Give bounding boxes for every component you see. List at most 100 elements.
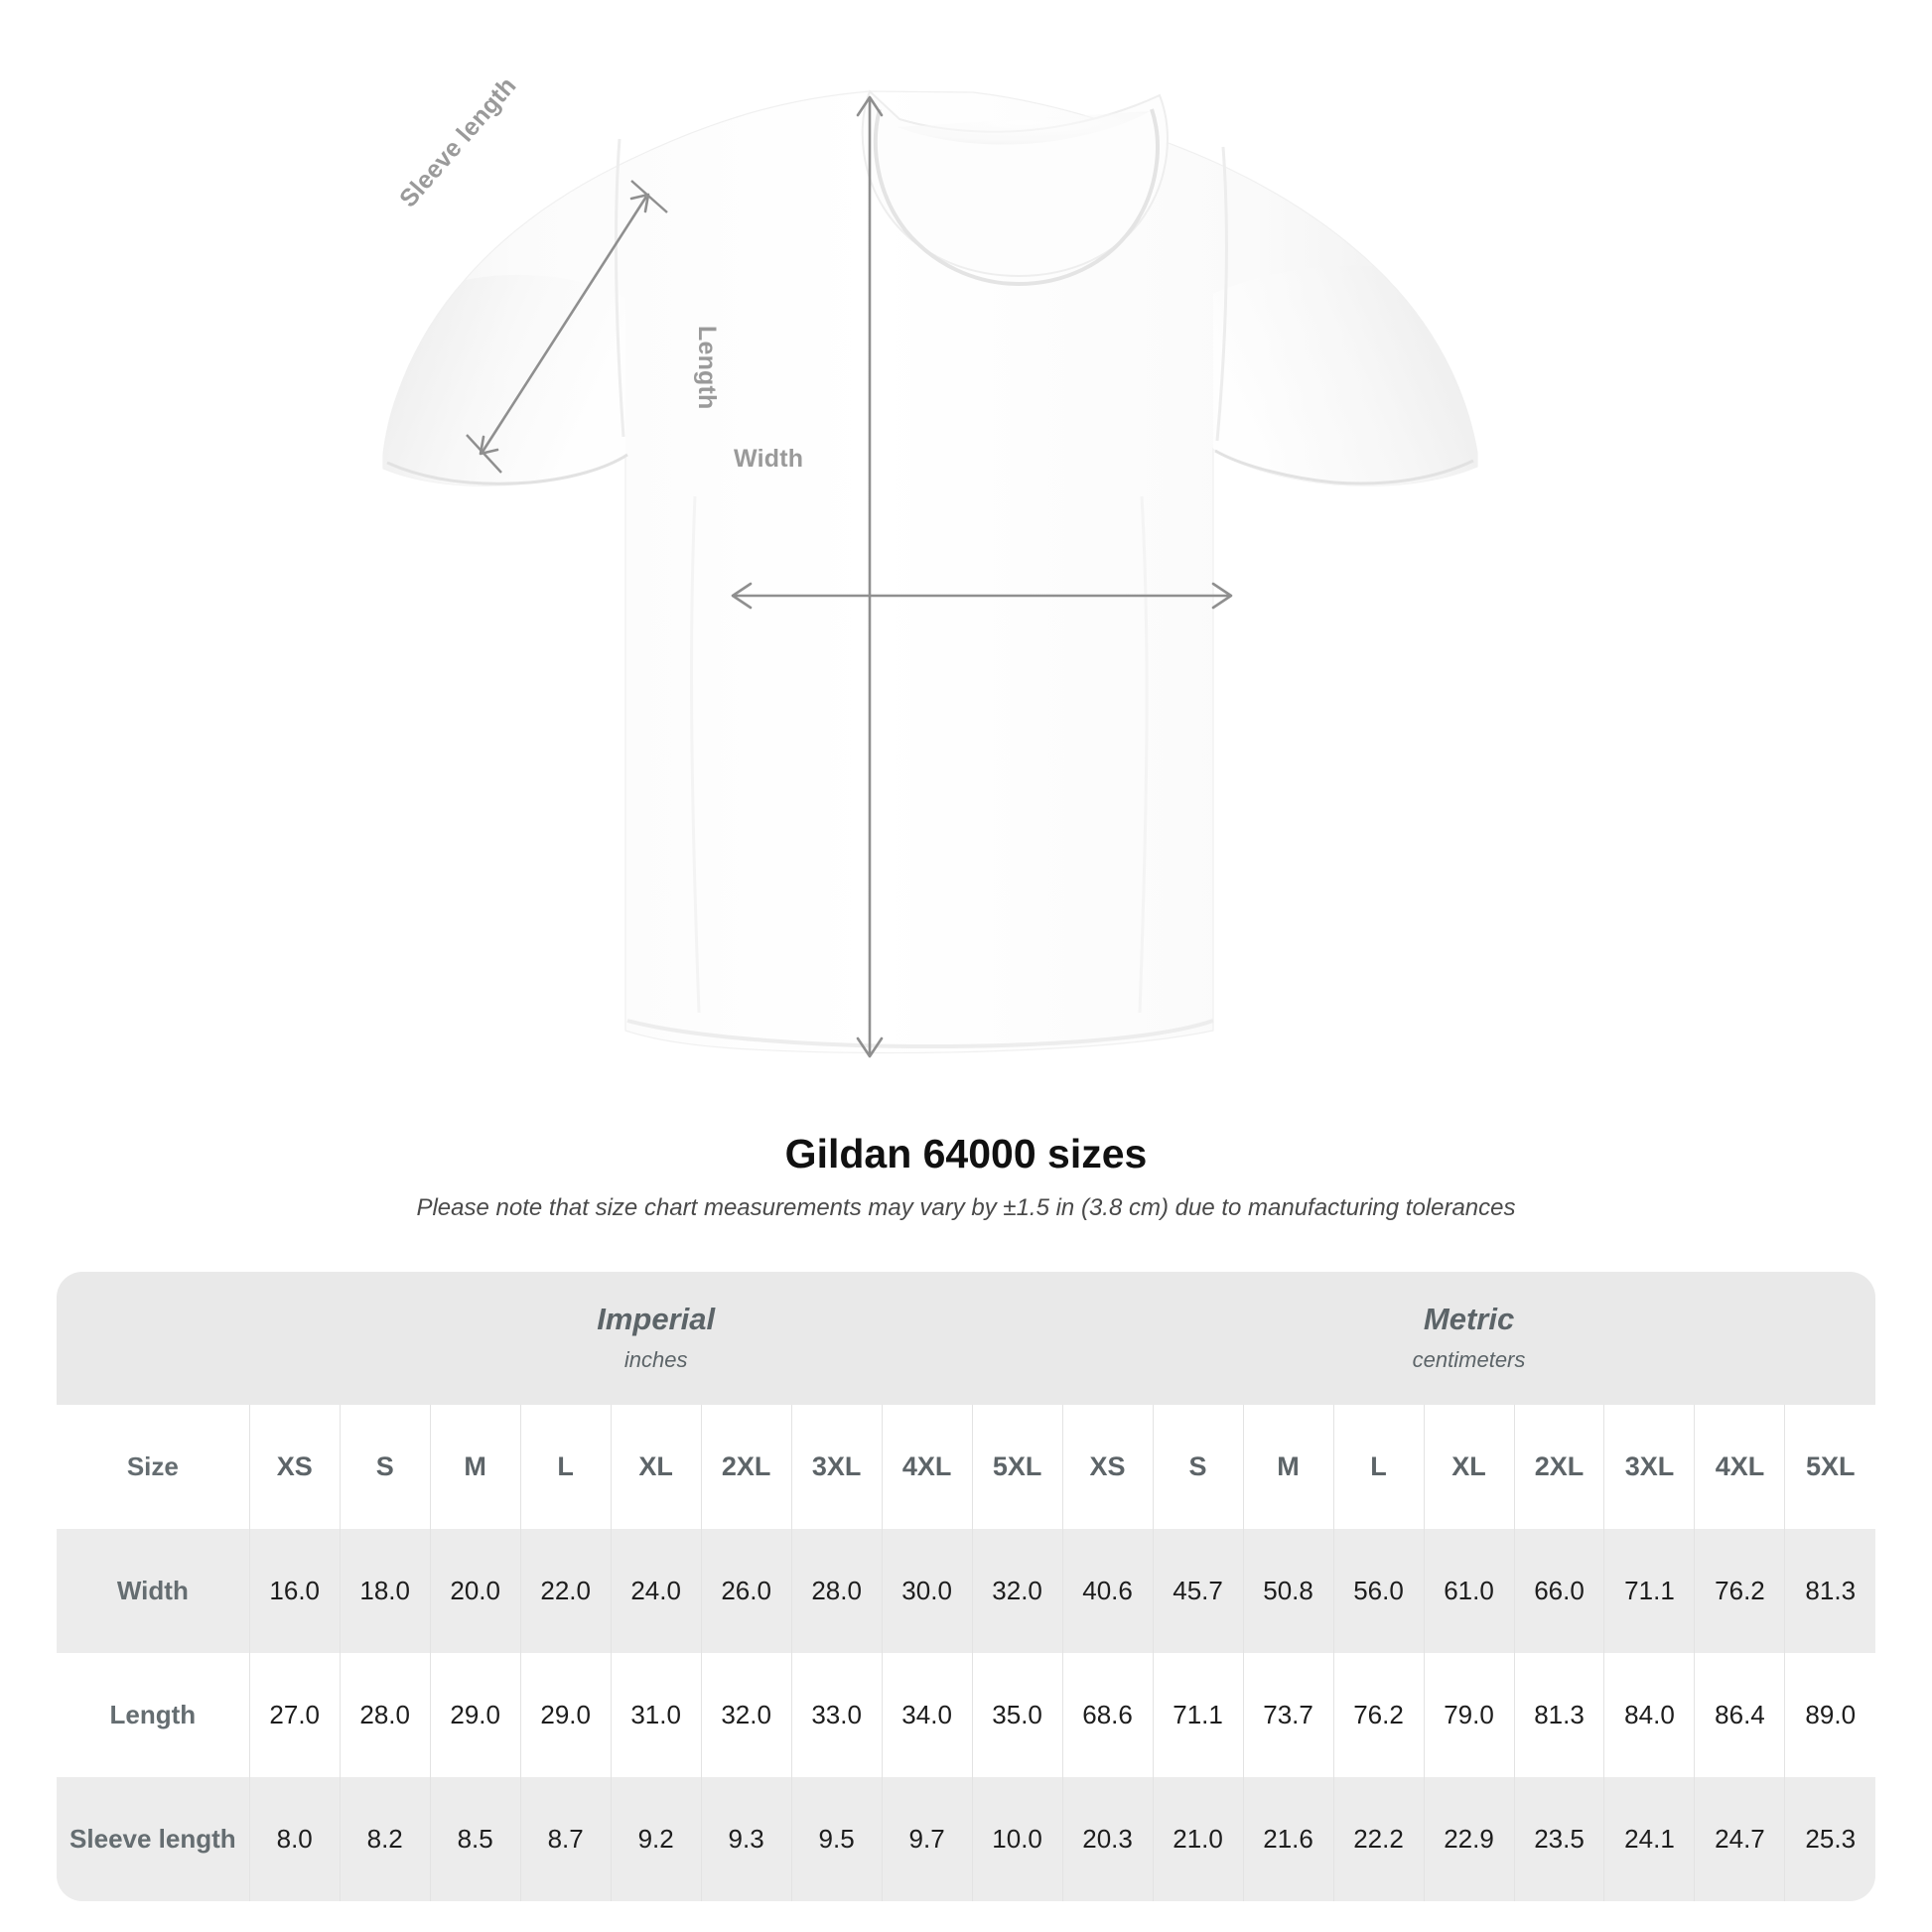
cell-width-metric-2xl: 66.0	[1513, 1529, 1604, 1653]
cell-length-imperial-xs: 27.0	[248, 1653, 341, 1777]
cell-width-metric-4xl: 76.2	[1694, 1529, 1785, 1653]
cell-length-imperial-2xl: 32.0	[700, 1653, 792, 1777]
cell-width-metric-xl: 61.0	[1423, 1529, 1514, 1653]
sleeve-length-arrow	[466, 180, 668, 474]
cell-length-metric-l: 76.2	[1332, 1653, 1425, 1777]
cell-width-metric-s: 45.7	[1152, 1529, 1244, 1653]
page-title: Gildan 64000 sizes	[784, 1131, 1148, 1176]
cell-sleeve-imperial-l: 8.7	[519, 1777, 612, 1901]
cell-sleeve-imperial-s: 8.2	[339, 1777, 431, 1901]
cell-sleeve-imperial-m: 8.5	[429, 1777, 521, 1901]
cell-length-imperial-xl: 31.0	[610, 1653, 702, 1777]
col-header-metric-3xl: 3XL	[1603, 1405, 1695, 1529]
cell-width-imperial-xl: 24.0	[610, 1529, 702, 1653]
cell-sleeve-metric-m: 21.6	[1242, 1777, 1334, 1901]
cell-length-imperial-4xl: 34.0	[881, 1653, 973, 1777]
col-header-imperial-5xl: 5XL	[971, 1405, 1063, 1529]
cell-width-metric-3xl: 71.1	[1603, 1529, 1695, 1653]
cell-length-metric-s: 71.1	[1152, 1653, 1244, 1777]
cell-width-imperial-2xl: 26.0	[700, 1529, 792, 1653]
table-header-row: Size XS S M L XL 2XL 3XL 4XL 5XL XS S M …	[57, 1405, 1875, 1529]
cell-width-metric-xs: 40.6	[1061, 1529, 1154, 1653]
cell-width-metric-m: 50.8	[1242, 1529, 1334, 1653]
col-header-metric-5xl: 5XL	[1784, 1405, 1875, 1529]
size-chart-table: Imperial inches Metric centimeters Size …	[57, 1272, 1875, 1901]
cell-width-imperial-s: 18.0	[339, 1529, 431, 1653]
cell-sleeve-metric-l: 22.2	[1332, 1777, 1425, 1901]
col-header-metric-s: S	[1152, 1405, 1244, 1529]
cell-width-imperial-5xl: 32.0	[971, 1529, 1063, 1653]
cell-sleeve-metric-xs: 20.3	[1061, 1777, 1154, 1901]
cell-length-metric-4xl: 86.4	[1694, 1653, 1785, 1777]
col-header-imperial-xs: XS	[248, 1405, 341, 1529]
unit-group-imperial: Imperial inches	[249, 1272, 1063, 1405]
cell-width-imperial-4xl: 30.0	[881, 1529, 973, 1653]
cell-length-metric-3xl: 84.0	[1603, 1653, 1695, 1777]
cell-sleeve-metric-s: 21.0	[1152, 1777, 1244, 1901]
col-header-imperial-3xl: 3XL	[790, 1405, 883, 1529]
cell-length-imperial-l: 29.0	[519, 1653, 612, 1777]
table-row: Width 16.0 18.0 20.0 22.0 24.0 26.0 28.0…	[57, 1529, 1875, 1653]
cell-length-metric-2xl: 81.3	[1513, 1653, 1604, 1777]
cell-length-imperial-5xl: 35.0	[971, 1653, 1063, 1777]
cell-sleeve-imperial-4xl: 9.7	[881, 1777, 973, 1901]
col-header-metric-xl: XL	[1423, 1405, 1514, 1529]
cell-length-metric-5xl: 89.0	[1784, 1653, 1875, 1777]
col-header-metric-2xl: 2XL	[1513, 1405, 1604, 1529]
cell-length-metric-xl: 79.0	[1423, 1653, 1514, 1777]
width-dimension-label: Width	[734, 445, 804, 473]
unit-group-imperial-sub: inches	[623, 1346, 688, 1372]
row-label-sleeve-length: Sleeve length	[57, 1777, 250, 1901]
cell-length-metric-xs: 68.6	[1061, 1653, 1154, 1777]
col-header-imperial-m: M	[429, 1405, 521, 1529]
cell-sleeve-imperial-5xl: 10.0	[971, 1777, 1063, 1901]
cell-sleeve-imperial-2xl: 9.3	[700, 1777, 792, 1901]
cell-sleeve-metric-5xl: 25.3	[1784, 1777, 1875, 1901]
unit-group-spacer	[57, 1272, 250, 1405]
cell-sleeve-metric-2xl: 23.5	[1513, 1777, 1604, 1901]
unit-group-metric-name: Metric	[1423, 1302, 1515, 1337]
cell-length-imperial-m: 29.0	[429, 1653, 521, 1777]
title-block: Gildan 64000 sizes Please note that size…	[0, 1130, 1932, 1222]
col-header-imperial-2xl: 2XL	[700, 1405, 792, 1529]
header-size-label: Size	[57, 1405, 250, 1529]
tshirt-illustration: Sleeve length Length Width	[382, 71, 1478, 1058]
unit-group-metric-sub: centimeters	[1412, 1346, 1526, 1372]
col-header-metric-m: M	[1242, 1405, 1334, 1529]
col-header-metric-l: L	[1332, 1405, 1425, 1529]
col-header-imperial-s: S	[339, 1405, 431, 1529]
cell-width-imperial-l: 22.0	[519, 1529, 612, 1653]
cell-sleeve-imperial-xs: 8.0	[248, 1777, 341, 1901]
cell-width-imperial-3xl: 28.0	[790, 1529, 883, 1653]
length-arrow	[856, 95, 884, 1058]
unit-group-row: Imperial inches Metric centimeters	[57, 1272, 1875, 1405]
cell-length-imperial-s: 28.0	[339, 1653, 431, 1777]
size-chart-table-wrapper: Imperial inches Metric centimeters Size …	[57, 1272, 1875, 1901]
cell-width-metric-5xl: 81.3	[1784, 1529, 1875, 1653]
tshirt-diagram-svg	[382, 89, 1478, 1058]
row-label-length: Length	[57, 1653, 250, 1777]
cell-sleeve-metric-xl: 22.9	[1423, 1777, 1514, 1901]
col-header-imperial-xl: XL	[610, 1405, 702, 1529]
table-row: Length 27.0 28.0 29.0 29.0 31.0 32.0 33.…	[57, 1653, 1875, 1777]
length-dimension-label: Length	[693, 326, 721, 410]
cell-sleeve-metric-4xl: 24.7	[1694, 1777, 1785, 1901]
tshirt-shape	[382, 89, 1478, 1054]
unit-group-metric: Metric centimeters	[1062, 1272, 1875, 1405]
cell-sleeve-metric-3xl: 24.1	[1603, 1777, 1695, 1901]
page-subtitle: Please note that size chart measurements…	[416, 1194, 1516, 1222]
cell-length-imperial-3xl: 33.0	[790, 1653, 883, 1777]
row-label-width: Width	[57, 1529, 250, 1653]
unit-group-imperial-name: Imperial	[597, 1302, 716, 1337]
cell-sleeve-imperial-xl: 9.2	[610, 1777, 702, 1901]
col-header-imperial-4xl: 4XL	[881, 1405, 973, 1529]
cell-length-metric-m: 73.7	[1242, 1653, 1334, 1777]
col-header-imperial-l: L	[519, 1405, 612, 1529]
col-header-metric-xs: XS	[1061, 1405, 1154, 1529]
cell-sleeve-imperial-3xl: 9.5	[790, 1777, 883, 1901]
measurement-arrows	[466, 95, 1233, 1058]
width-arrow	[731, 582, 1233, 610]
cell-width-imperial-xs: 16.0	[248, 1529, 341, 1653]
table-row: Sleeve length 8.0 8.2 8.5 8.7 9.2 9.3 9.…	[57, 1777, 1875, 1901]
